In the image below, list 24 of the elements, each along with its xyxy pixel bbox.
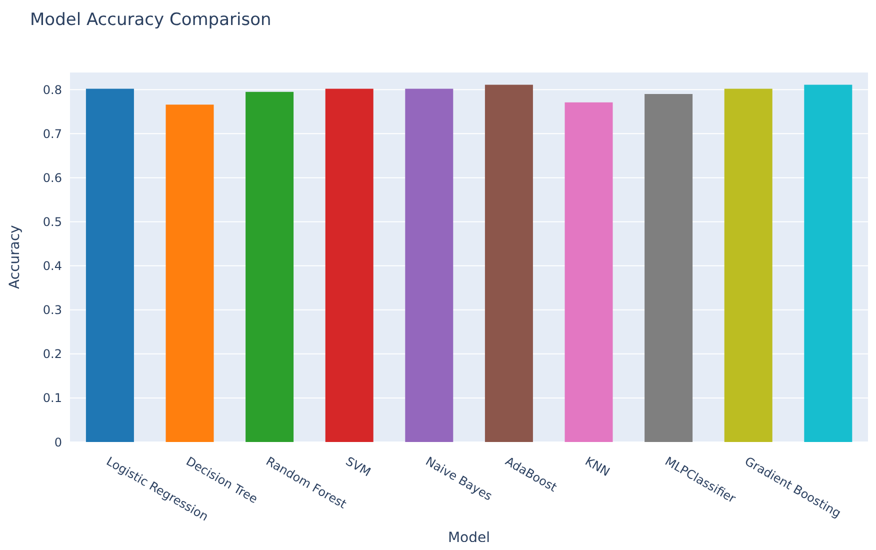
y-tick-label: 0.1 bbox=[42, 391, 62, 406]
bar bbox=[325, 88, 374, 442]
bar bbox=[564, 102, 613, 442]
bar bbox=[804, 84, 852, 442]
bar bbox=[246, 92, 294, 442]
bar bbox=[405, 88, 454, 442]
bar bbox=[166, 104, 214, 442]
bar bbox=[724, 88, 772, 442]
x-axis-title: Model bbox=[448, 530, 490, 546]
x-tick-label: KNN bbox=[582, 454, 612, 480]
bar bbox=[644, 94, 693, 442]
y-axis-title: Accuracy bbox=[6, 225, 23, 289]
y-tick-label: 0.7 bbox=[42, 126, 62, 141]
y-tick-label: 0.5 bbox=[42, 215, 62, 230]
y-tick-label: 0.8 bbox=[42, 82, 62, 97]
y-tick-label: 0.3 bbox=[42, 303, 62, 318]
y-tick-label: 0.4 bbox=[42, 259, 62, 274]
bar bbox=[484, 84, 533, 442]
y-tick-label: 0 bbox=[54, 435, 62, 450]
x-tick-label: SVM bbox=[343, 454, 374, 480]
chart-title: Model Accuracy Comparison bbox=[30, 10, 272, 30]
y-tick-label: 0.2 bbox=[42, 347, 62, 362]
bar bbox=[86, 88, 134, 442]
y-tick-label: 0.6 bbox=[42, 170, 62, 185]
